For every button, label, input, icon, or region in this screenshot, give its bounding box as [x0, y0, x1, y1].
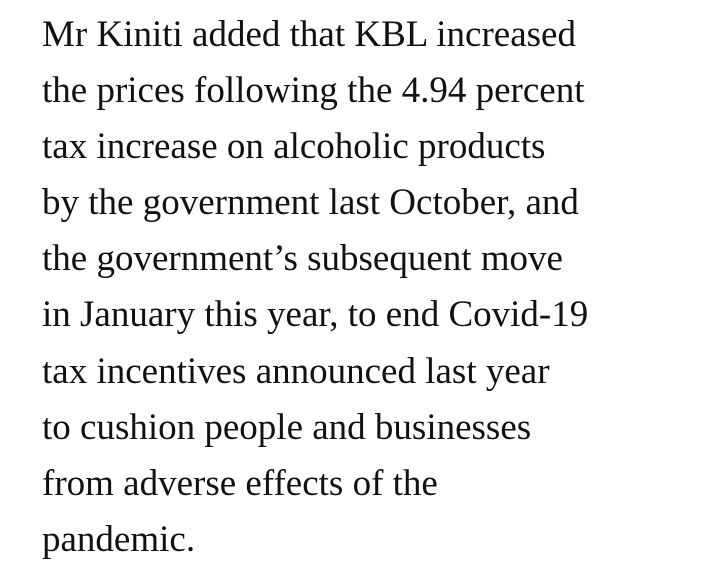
- text-line: pandemic.: [42, 518, 196, 560]
- article-paragraph: Mr Kiniti added that KBL increased the pr…: [42, 7, 712, 568]
- text-line: by the government last October, and: [42, 182, 579, 224]
- text-line: from adverse effects of the: [42, 462, 438, 504]
- text-line: the prices following the 4.94 percent: [42, 70, 585, 112]
- text-line: in January this year, to end Covid-19: [42, 294, 589, 336]
- text-line: Mr Kiniti added that KBL increased: [42, 14, 576, 55]
- text-line: tax incentives announced last year: [42, 350, 550, 392]
- text-line: to cushion people and businesses: [42, 406, 532, 448]
- text-line: the government’s subsequent move: [42, 238, 563, 280]
- text-line: tax increase on alcoholic products: [42, 126, 546, 168]
